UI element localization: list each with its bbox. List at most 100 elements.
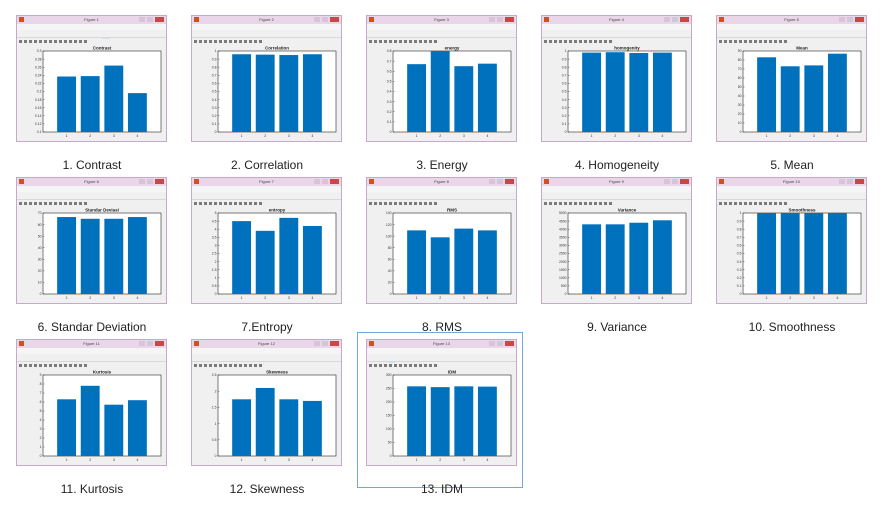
toolbar-icon[interactable]	[749, 40, 752, 43]
minimize-icon[interactable]	[489, 341, 495, 346]
toolbar-icon[interactable]	[369, 40, 372, 43]
toolbar-icon[interactable]	[29, 40, 32, 43]
toolbar-icon[interactable]	[424, 202, 427, 205]
toolbar-icon[interactable]	[779, 202, 782, 205]
close-icon[interactable]	[330, 17, 339, 22]
toolbar-icon[interactable]	[64, 202, 67, 205]
toolbar-icon[interactable]	[404, 40, 407, 43]
toolbar-icon[interactable]	[394, 40, 397, 43]
toolbar-icon[interactable]	[259, 202, 262, 205]
toolbar-icon[interactable]	[734, 202, 737, 205]
toolbar-icon[interactable]	[744, 202, 747, 205]
maximize-icon[interactable]	[497, 341, 503, 346]
toolbar-icon[interactable]	[249, 40, 252, 43]
toolbar-icon[interactable]	[429, 364, 432, 367]
toolbar-icon[interactable]	[784, 202, 787, 205]
toolbar-icon[interactable]	[209, 40, 212, 43]
toolbar-icon[interactable]	[764, 202, 767, 205]
toolbar-icon[interactable]	[574, 202, 577, 205]
toolbar-icon[interactable]	[259, 364, 262, 367]
toolbar-icon[interactable]	[54, 202, 57, 205]
toolbar-icon[interactable]	[434, 202, 437, 205]
toolbar-icon[interactable]	[379, 202, 382, 205]
toolbar-icon[interactable]	[774, 40, 777, 43]
close-icon[interactable]	[505, 179, 514, 184]
toolbar-icon[interactable]	[774, 202, 777, 205]
toolbar-icon[interactable]	[384, 364, 387, 367]
toolbar-icon[interactable]	[54, 364, 57, 367]
toolbar-icon[interactable]	[24, 40, 27, 43]
toolbar-icon[interactable]	[609, 40, 612, 43]
figure-thumbnail[interactable]: Figure 3FileEditViewInsertToolsDesktopWi…	[360, 12, 524, 174]
minimize-icon[interactable]	[314, 341, 320, 346]
toolbar-icon[interactable]	[39, 202, 42, 205]
toolbar-icon[interactable]	[384, 40, 387, 43]
minimize-icon[interactable]	[139, 17, 145, 22]
close-icon[interactable]	[330, 341, 339, 346]
minimize-icon[interactable]	[489, 179, 495, 184]
toolbar-icon[interactable]	[389, 40, 392, 43]
minimize-icon[interactable]	[489, 17, 495, 22]
toolbar-icon[interactable]	[769, 202, 772, 205]
toolbar-icon[interactable]	[214, 364, 217, 367]
toolbar-icon[interactable]	[559, 40, 562, 43]
minimize-icon[interactable]	[139, 179, 145, 184]
toolbar-icon[interactable]	[369, 202, 372, 205]
toolbar-icon[interactable]	[379, 364, 382, 367]
minimize-icon[interactable]	[139, 341, 145, 346]
maximize-icon[interactable]	[847, 17, 853, 22]
toolbar-icon[interactable]	[744, 40, 747, 43]
toolbar-icon[interactable]	[74, 202, 77, 205]
figure-thumbnail[interactable]: Figure 9FileEditViewInsertToolsDesktopWi…	[535, 174, 699, 336]
toolbar-icon[interactable]	[409, 364, 412, 367]
toolbar-icon[interactable]	[584, 40, 587, 43]
toolbar-icon[interactable]	[49, 364, 52, 367]
minimize-icon[interactable]	[314, 17, 320, 22]
toolbar-icon[interactable]	[609, 202, 612, 205]
toolbar-icon[interactable]	[64, 40, 67, 43]
toolbar-icon[interactable]	[229, 364, 232, 367]
minimize-icon[interactable]	[839, 17, 845, 22]
toolbar-icon[interactable]	[44, 40, 47, 43]
toolbar-icon[interactable]	[79, 202, 82, 205]
close-icon[interactable]	[155, 179, 164, 184]
toolbar-icon[interactable]	[254, 40, 257, 43]
toolbar-icon[interactable]	[249, 202, 252, 205]
toolbar-icon[interactable]	[769, 40, 772, 43]
toolbar-icon[interactable]	[569, 202, 572, 205]
maximize-icon[interactable]	[672, 179, 678, 184]
toolbar-icon[interactable]	[399, 40, 402, 43]
figure-thumbnail[interactable]: Figure 5FileEditViewInsertToolsDesktopWi…	[710, 12, 874, 174]
toolbar-icon[interactable]	[369, 364, 372, 367]
toolbar-icon[interactable]	[254, 202, 257, 205]
toolbar-icon[interactable]	[594, 202, 597, 205]
toolbar-icon[interactable]	[754, 40, 757, 43]
figure-thumbnail[interactable]: Figure 1FileEditViewInsertToolsDesktopWi…	[10, 12, 174, 174]
toolbar-icon[interactable]	[404, 202, 407, 205]
toolbar-icon[interactable]	[724, 202, 727, 205]
toolbar-icon[interactable]	[764, 40, 767, 43]
toolbar-icon[interactable]	[49, 40, 52, 43]
figure-thumbnail[interactable]: Figure 10FileEditViewInsertToolsDesktopW…	[710, 174, 874, 336]
figure-thumbnail[interactable]: Figure 7FileEditViewInsertToolsDesktopWi…	[185, 174, 349, 336]
toolbar-icon[interactable]	[414, 364, 417, 367]
toolbar-icon[interactable]	[209, 202, 212, 205]
toolbar-icon[interactable]	[414, 40, 417, 43]
toolbar-icon[interactable]	[599, 40, 602, 43]
toolbar-icon[interactable]	[564, 40, 567, 43]
toolbar-icon[interactable]	[569, 40, 572, 43]
close-icon[interactable]	[680, 179, 689, 184]
toolbar-icon[interactable]	[239, 364, 242, 367]
toolbar-icon[interactable]	[604, 202, 607, 205]
toolbar-icon[interactable]	[549, 202, 552, 205]
toolbar-icon[interactable]	[559, 202, 562, 205]
toolbar-icon[interactable]	[389, 364, 392, 367]
toolbar-icon[interactable]	[594, 40, 597, 43]
toolbar-icon[interactable]	[384, 202, 387, 205]
toolbar-icon[interactable]	[84, 364, 87, 367]
toolbar-icon[interactable]	[759, 40, 762, 43]
toolbar-icon[interactable]	[739, 202, 742, 205]
toolbar-icon[interactable]	[549, 40, 552, 43]
figure-thumbnail[interactable]: Figure 11FileEditViewInsertToolsDesktopW…	[10, 336, 174, 498]
toolbar-icon[interactable]	[24, 364, 27, 367]
